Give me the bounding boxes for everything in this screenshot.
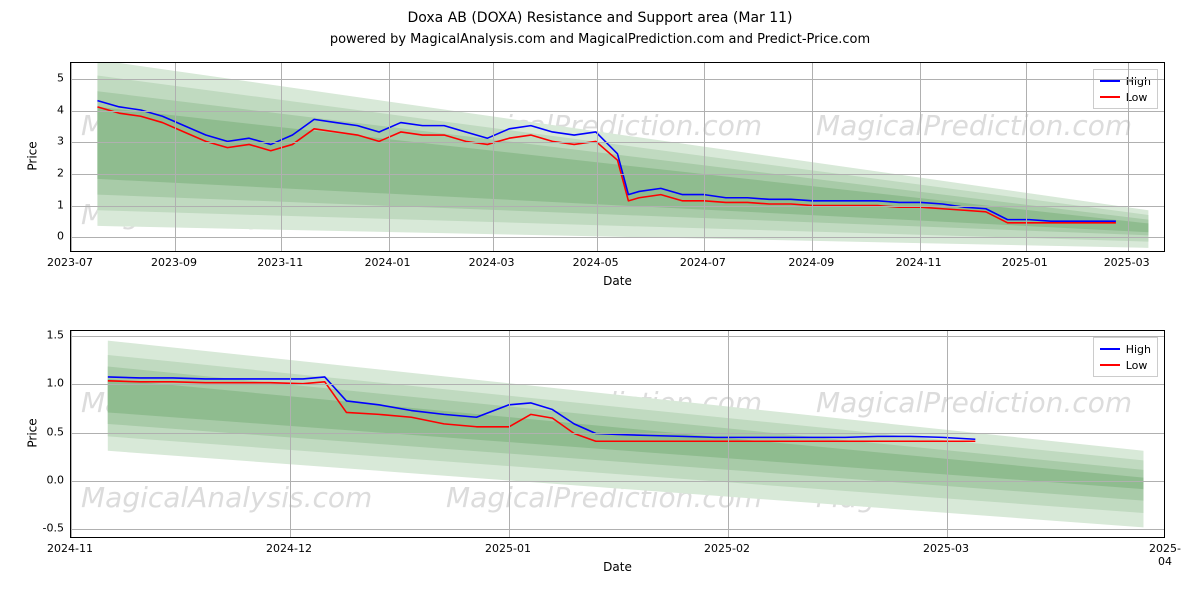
grid-line	[71, 481, 1164, 482]
x-tick-label: 2024-12	[266, 542, 312, 555]
grid-line	[71, 529, 1164, 530]
grid-line	[281, 63, 282, 251]
y-tick-label: 4	[32, 103, 64, 116]
grid-line	[71, 79, 1164, 80]
x-tick-label: 2025-02	[704, 542, 750, 555]
grid-line	[71, 331, 72, 537]
grid-line	[1128, 63, 1129, 251]
y-tick-label: 1.0	[32, 377, 64, 390]
grid-line	[728, 331, 729, 537]
grid-line	[71, 433, 1164, 434]
x-tick-label: 2024-11	[896, 256, 942, 269]
y-tick-label: 0	[32, 230, 64, 243]
grid-line	[493, 63, 494, 251]
grid-line	[947, 331, 948, 537]
bottom-chart-svg	[71, 331, 1164, 537]
top-chart-panel: MagicalAnalysis.com MagicalPrediction.co…	[70, 62, 1165, 252]
y-tick-label: 0.0	[32, 473, 64, 486]
x-tick-label: 2023-11	[257, 256, 303, 269]
y-tick-label: 5	[32, 71, 64, 84]
legend-label: Low	[1126, 91, 1148, 104]
grid-line	[704, 63, 705, 251]
x-tick-label: 2024-01	[365, 256, 411, 269]
legend-swatch	[1100, 364, 1120, 366]
y-tick-label: -0.5	[32, 522, 64, 535]
bottom-chart-panel: MagicalAnalysis.com MagicalPrediction.co…	[70, 330, 1165, 538]
y-tick-label: 3	[32, 135, 64, 148]
x-tick-label: 2025-03	[923, 542, 969, 555]
y-tick-label: 1	[32, 198, 64, 211]
grid-line	[812, 63, 813, 251]
x-tick-label: 2024-11	[47, 542, 93, 555]
legend: High Low	[1093, 337, 1158, 377]
legend-item-high: High	[1100, 341, 1151, 357]
legend: High Low	[1093, 69, 1158, 109]
grid-line	[509, 331, 510, 537]
legend-swatch	[1100, 348, 1120, 350]
grid-line	[71, 237, 1164, 238]
grid-line	[597, 63, 598, 251]
legend-item-low: Low	[1100, 89, 1151, 105]
grid-line	[71, 63, 72, 251]
grid-line	[71, 206, 1164, 207]
x-tick-label: 2023-09	[151, 256, 197, 269]
x-tick-label: 2024-03	[469, 256, 515, 269]
x-tick-label: 2024-05	[573, 256, 619, 269]
x-tick-label: 2023-07	[47, 256, 93, 269]
x-tick-label: 2024-09	[788, 256, 834, 269]
grid-line	[389, 63, 390, 251]
y-tick-label: 0.5	[32, 425, 64, 438]
x-tick-label: 2025-04	[1148, 542, 1183, 568]
x-tick-label: 2024-07	[680, 256, 726, 269]
top-chart-svg	[71, 63, 1164, 251]
grid-line	[71, 384, 1164, 385]
legend-label: High	[1126, 343, 1151, 356]
chart-title: Doxa AB (DOXA) Resistance and Support ar…	[0, 10, 1200, 26]
legend-item-low: Low	[1100, 357, 1151, 373]
legend-label: Low	[1126, 359, 1148, 372]
chart-subtitle: powered by MagicalAnalysis.com and Magic…	[0, 32, 1200, 47]
x-tick-label: 2025-01	[485, 542, 531, 555]
legend-item-high: High	[1100, 73, 1151, 89]
legend-label: High	[1126, 75, 1151, 88]
legend-swatch	[1100, 80, 1120, 82]
x-tick-label: 2025-03	[1104, 256, 1150, 269]
grid-line	[290, 331, 291, 537]
grid-line	[71, 336, 1164, 337]
x-tick-label: 2025-01	[1002, 256, 1048, 269]
y-tick-label: 2	[32, 166, 64, 179]
grid-line	[71, 142, 1164, 143]
y-tick-label: 1.5	[32, 328, 64, 341]
x-axis-label: Date	[70, 560, 1165, 574]
legend-swatch	[1100, 96, 1120, 98]
grid-line	[920, 63, 921, 251]
grid-line	[1026, 63, 1027, 251]
x-axis-label: Date	[70, 274, 1165, 288]
grid-line	[71, 174, 1164, 175]
grid-line	[71, 111, 1164, 112]
grid-line	[175, 63, 176, 251]
figure: Doxa AB (DOXA) Resistance and Support ar…	[0, 0, 1200, 600]
